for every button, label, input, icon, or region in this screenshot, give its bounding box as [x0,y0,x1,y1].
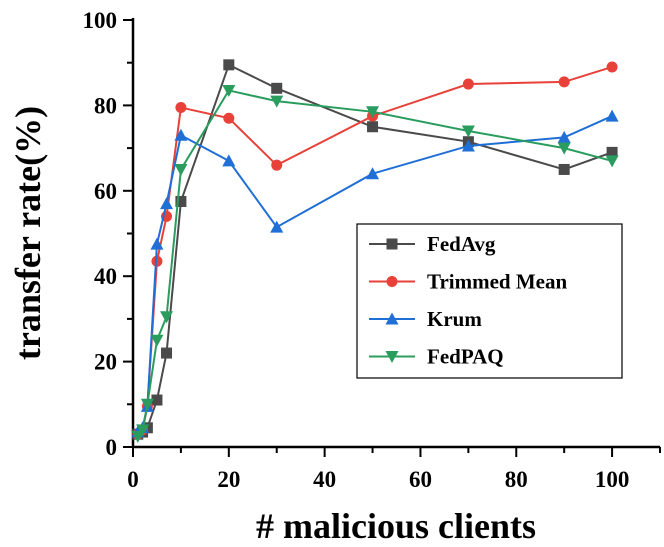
legend-marker-trimmed-mean [386,276,398,287]
x-tick-label: 60 [409,467,432,492]
y-tick-label: 60 [94,179,117,204]
legend-box [356,223,623,379]
data-point-fedavg [175,195,187,207]
data-point-trimmed-mean [606,61,618,73]
data-point-fedpaq [366,106,380,119]
data-point-fedpaq [222,84,236,97]
data-point-trimmed-mean [558,76,570,88]
data-point-trimmed-mean [271,159,283,171]
data-point-fedpaq [131,430,145,443]
x-tick-label: 20 [217,467,240,492]
x-tick-label: 80 [505,467,528,492]
legend-marker-fedpaq [385,351,399,363]
data-point-krum [174,128,188,141]
data-point-fedavg [558,163,570,175]
data-point-fedpaq [136,424,150,437]
y-tick-label: 40 [94,264,117,289]
data-point-krum [222,154,236,167]
data-point-trimmed-mean [223,112,235,124]
data-point-fedavg [151,394,163,406]
data-point-fedpaq [160,311,174,324]
data-point-fedpaq [605,155,619,168]
data-point-fedpaq [150,334,164,347]
data-point-krum [557,130,571,143]
y-tick-label: 100 [83,8,118,33]
legend-marker-krum [385,312,399,325]
data-point-krum [366,167,380,180]
data-point-trimmed-mean [151,255,163,267]
data-point-fedpaq [270,95,284,108]
y-tick-label: 80 [94,93,117,118]
data-point-fedavg [606,146,618,158]
data-point-fedavg [161,347,173,359]
legend-label-fedavg: FedAvg [427,232,496,256]
legend: FedAvg Trimmed Mean Krum FedPAQ [356,223,623,379]
legend-marker-fedavg [386,238,398,250]
series-fedpaq [131,84,619,443]
y-tick-label: 0 [106,435,118,460]
data-point-fedavg [367,121,379,133]
data-point-fedpaq [140,398,154,411]
x-tick-label: 0 [127,467,139,492]
data-point-krum [150,237,164,250]
legend-label-krum: Krum [427,307,482,331]
data-point-fedpaq [557,142,571,155]
data-point-krum [160,197,174,210]
data-point-fedpaq [461,125,475,138]
x-tick-label: 40 [313,467,336,492]
axes: 0 20 40 60 80 100 0 20 40 60 80 100 [83,8,661,492]
data-point-krum [605,109,619,122]
data-point-fedavg [223,59,235,71]
data-point-fedavg [271,82,283,94]
data-point-fedpaq [174,163,188,176]
series-layer [131,59,619,443]
x-tick-label: 100 [595,467,630,492]
data-point-krum [461,139,475,152]
y-axis-title: transfer rate(%) [8,106,48,360]
legend-label-trimmed-mean: Trimmed Mean [427,270,567,294]
x-axis-title: # malicious clients [256,506,536,546]
y-tick-label: 20 [94,350,117,375]
data-point-trimmed-mean [175,102,187,114]
data-point-trimmed-mean [462,78,474,90]
legend-label-fedpaq: FedPAQ [427,345,504,369]
data-point-krum [270,220,284,233]
